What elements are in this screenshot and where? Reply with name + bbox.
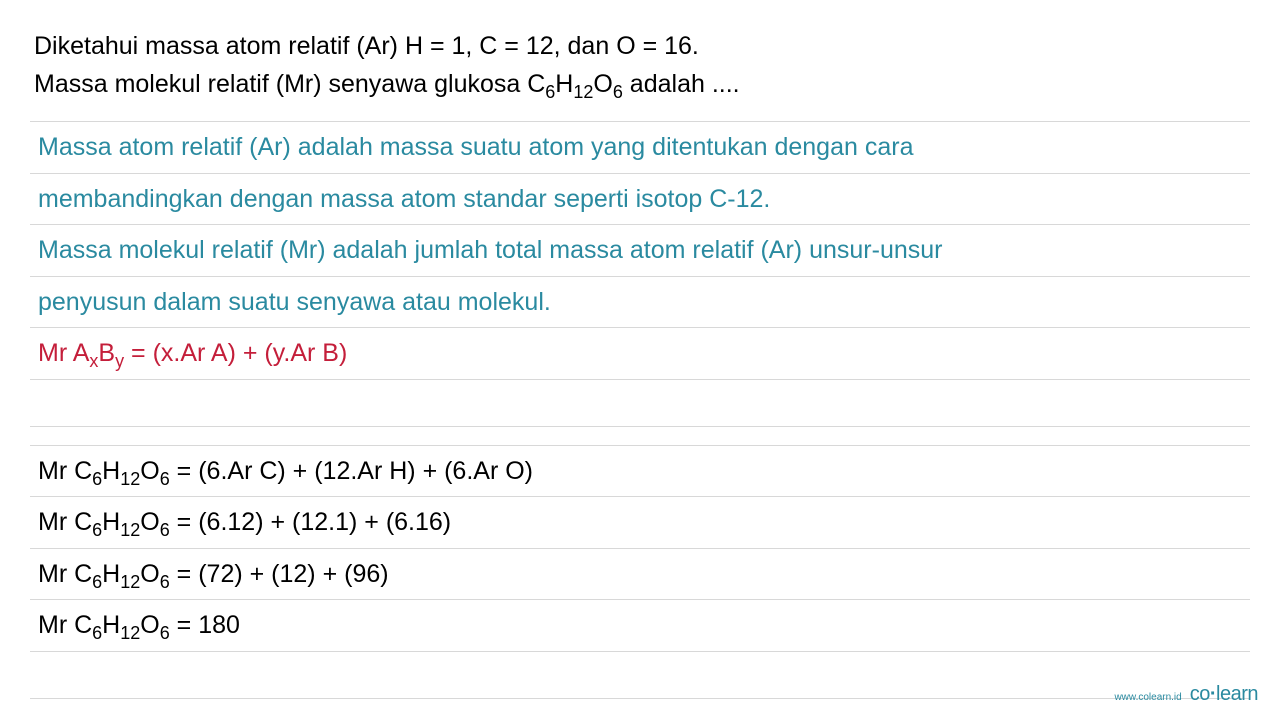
blank-line-2 — [30, 651, 1250, 699]
formula-line: Mr AxBy = (x.Ar A) + (y.Ar B) — [30, 327, 1250, 379]
explain-line-4: penyusun dalam suatu senyawa atau moleku… — [30, 276, 1250, 328]
calculation-section: Mr C6H12O6 = (6.Ar C) + (12.Ar H) + (6.A… — [30, 445, 1250, 699]
explain-line-1: Massa atom relatif (Ar) adalah massa sua… — [30, 121, 1250, 173]
calc-line-1: Mr C6H12O6 = (6.Ar C) + (12.Ar H) + (6.A… — [30, 445, 1250, 497]
blank-line — [30, 379, 1250, 427]
explain-line-3: Massa molekul relatif (Mr) adalah jumlah… — [30, 224, 1250, 276]
calc-line-4: Mr C6H12O6 = 180 — [30, 599, 1250, 651]
footer-logo: co·learn — [1190, 683, 1258, 706]
question-line2: Massa molekul relatif (Mr) senyawa gluko… — [34, 70, 740, 98]
explain-line-2: membandingkan dengan massa atom standar … — [30, 173, 1250, 225]
question-block: Diketahui massa atom relatif (Ar) H = 1,… — [30, 28, 1250, 103]
calc-line-3: Mr C6H12O6 = (72) + (12) + (96) — [30, 548, 1250, 600]
footer-url: www.colearn.id — [1114, 692, 1181, 703]
footer: www.colearn.id co·learn — [1114, 683, 1258, 706]
explanation-section: Massa atom relatif (Ar) adalah massa sua… — [30, 121, 1250, 427]
question-line1: Diketahui massa atom relatif (Ar) H = 1,… — [34, 32, 699, 60]
calc-line-2: Mr C6H12O6 = (6.12) + (12.1) + (6.16) — [30, 496, 1250, 548]
slide-content: Diketahui massa atom relatif (Ar) H = 1,… — [0, 0, 1280, 699]
